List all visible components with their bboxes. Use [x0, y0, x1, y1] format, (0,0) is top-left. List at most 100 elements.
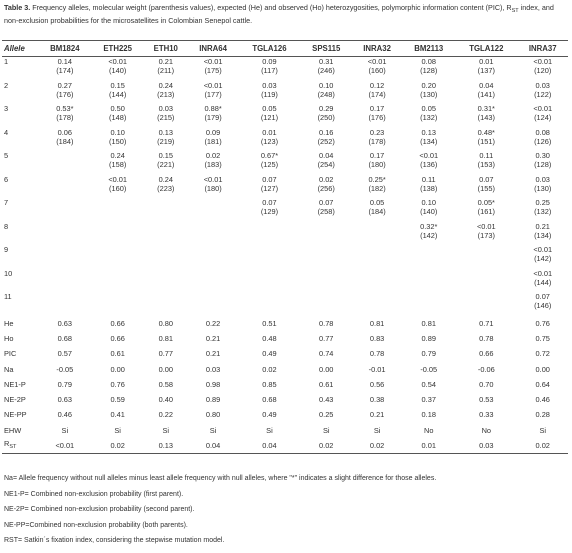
molecular-weight: (175) [204, 66, 222, 75]
caption-sub: ST [511, 8, 519, 14]
stat-row: PIC 0.57 0.61 0.77 0.21 0.49 0.74 0.78 0.79 0.66 0… [2, 346, 568, 361]
allele-cell [144, 292, 188, 316]
stat-label-text: NE-2P [4, 395, 26, 405]
stat-label: PIC [2, 346, 38, 361]
molecular-weight: (161) [477, 207, 495, 216]
stat-row: He 0.63 0.66 0.80 0.22 0.51 0.78 0.81 0.81 0.71 0.… [2, 316, 568, 331]
allele-cell [38, 175, 92, 199]
allele-cell: <0.01 (180) [188, 175, 238, 199]
allele-frequency: <0.01 [367, 57, 387, 66]
molecular-weight: (141) [477, 89, 495, 99]
molecular-weight: (254) [317, 160, 335, 169]
stat-value: 0.00 [535, 364, 550, 374]
stat-value: 0.81 [369, 318, 385, 328]
allele-cell: <0.01 (175) [188, 57, 238, 81]
stat-row: Ho 0.68 0.66 0.81 0.21 0.48 0.77 0.83 0.89 0.78 0.… [2, 331, 568, 346]
allele-cell: 0.20 (130) [402, 81, 455, 105]
allele-frequency: <0.01 [108, 174, 128, 184]
allele-row: 2 0.27 (176) 0.15 (144) 0.24 (213) <0.01 (177) 0.… [2, 81, 568, 105]
molecular-weight: (143) [477, 113, 495, 122]
allele-cell: 0.03 (215) [144, 104, 188, 128]
allele-cell: <0.01 (136) [402, 151, 455, 175]
allele-cell: 0.03 (130) [517, 175, 568, 199]
molecular-weight: (180) [368, 160, 386, 169]
allele-row: 8 0.32* (142) <0.01 (173) 0.21 (134) [2, 222, 568, 246]
allele-label: 4 [4, 127, 9, 137]
allele-frequency: 0.25* [368, 174, 386, 184]
allele-cell: 0.13 (219) [144, 128, 188, 152]
allele-cell: 0.03 (119) [238, 81, 300, 105]
stat-value: 0.77 [158, 349, 173, 359]
molecular-weight: (132) [534, 207, 552, 216]
allele-frequency: 0.08 [421, 57, 436, 66]
allele-cell: 0.12 (174) [352, 81, 402, 105]
molecular-weight: (182) [368, 183, 386, 193]
molecular-weight: (177) [204, 89, 222, 99]
allele-cell: 0.08 (128) [402, 57, 455, 81]
allele-cell: 0.07 (258) [301, 198, 352, 222]
stat-value: 0.04 [238, 437, 301, 455]
stat-value: 0.22 [205, 318, 221, 328]
allele-cell: 0.07 (155) [455, 175, 517, 199]
allele-cell [352, 269, 402, 293]
marker-header: TGLA122 [455, 40, 518, 57]
stat-row: NE1-P 0.79 0.76 0.58 0.98 0.85 0.61 0.56 0.54 0.7… [2, 377, 568, 392]
molecular-weight: (258) [317, 207, 335, 216]
stat-value: 0.61 [319, 379, 334, 389]
stat-value: 0.48 [262, 333, 277, 343]
stat-value: 0.04 [187, 437, 239, 455]
allele-frequency: 0.10 [110, 127, 125, 137]
allele-cell: 0.24 (158) [92, 151, 144, 175]
marker-header: TGLA126 [238, 40, 301, 57]
molecular-weight: (142) [534, 254, 552, 263]
stat-value: 0.80 [158, 318, 173, 328]
stat-value: Si [209, 425, 217, 435]
allele-row: 5 0.24 (158) 0.15 (221) 0.02 (183) 0.67* (125) 0.… [2, 151, 568, 175]
allele-frequency: 0.02 [205, 151, 221, 160]
molecular-weight: (127) [260, 183, 279, 193]
allele-frequency: 0.53* [56, 104, 74, 113]
allele-frequency: 0.07 [262, 198, 277, 207]
allele-cell: 0.07 (127) [238, 175, 300, 199]
allele-cell: <0.01 (160) [92, 175, 144, 199]
allele-frequency: 0.03 [262, 80, 277, 90]
allele-frequency: <0.01 [476, 221, 496, 231]
molecular-weight: (180) [204, 183, 222, 193]
molecular-weight: (128) [420, 66, 438, 75]
allele-cell [455, 292, 517, 316]
allele-cell: 0.10 (248) [301, 81, 352, 105]
allele-row: 7 0.07 (129) 0.07 (258) 0.05 (184) 0.10 (140) 0.0… [2, 198, 568, 222]
stat-label-text: Na [4, 364, 14, 374]
allele-cell: 0.13 (134) [402, 128, 455, 152]
stat-value: 0.56 [369, 379, 385, 389]
allele-cell: <0.01 (140) [92, 57, 144, 81]
note-rst: RST= Satkin´s fixation index, considerin… [4, 537, 225, 544]
allele-frequency: 0.21 [158, 57, 173, 66]
stat-value: 0.81 [421, 318, 436, 328]
molecular-weight: (121) [260, 113, 279, 122]
stat-value: 0.41 [110, 410, 125, 420]
allele-row: 4 0.06 (184) 0.10 (150) 0.13 (219) 0.09 (181) 0.0… [2, 128, 568, 152]
allele-frequency: 0.03 [158, 104, 173, 113]
stat-label: NE-PP [2, 407, 38, 422]
stat-value: 0.53 [479, 395, 494, 405]
stat-value: 0.43 [319, 395, 334, 405]
allele-frequency: 0.50 [110, 104, 125, 113]
allele-frequency: 0.16 [319, 127, 334, 137]
molecular-weight: (256) [317, 183, 335, 193]
allele-cell [92, 292, 144, 316]
header-row: Allele BM1824 ETH225 ETH10 INRA64 TGLA126 SPS… [2, 40, 568, 57]
allele-frequency: 0.23 [369, 127, 385, 137]
molecular-weight: (179) [204, 113, 222, 122]
stat-value: 0.21 [205, 333, 221, 343]
molecular-weight: (160) [368, 66, 386, 75]
allele-cell: 0.23 (178) [352, 128, 402, 152]
allele-label: 9 [4, 245, 9, 254]
allele-frequency: 0.24 [158, 80, 173, 90]
table-notes: Na= Allele frequency without null allele… [4, 475, 564, 553]
stat-row: RST <0.01 0.02 0.13 0.04 0.04 0.02 0.02 0.01 0.03… [2, 437, 568, 455]
allele-frequency: 0.08 [535, 127, 550, 137]
stat-value: 0.00 [319, 364, 334, 374]
marker-header: BM1824 [38, 40, 92, 57]
allele-cell [144, 269, 188, 293]
